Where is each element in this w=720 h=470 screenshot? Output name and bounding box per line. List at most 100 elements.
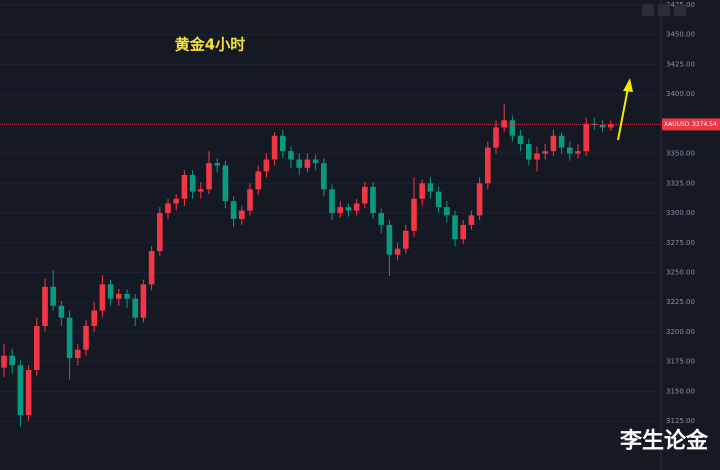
candle-body xyxy=(296,159,302,168)
tool-button[interactable] xyxy=(658,4,670,16)
candle-body xyxy=(181,174,188,199)
candle-body xyxy=(230,201,237,219)
y-tick-label: 3275.00 xyxy=(666,239,695,247)
candle-body xyxy=(189,174,196,192)
y-tick-label: 3350.00 xyxy=(666,150,695,158)
candle-body xyxy=(157,213,163,252)
candle-body xyxy=(460,224,466,240)
candle-body xyxy=(534,153,540,160)
candle-body xyxy=(370,186,376,214)
candle-body xyxy=(75,349,81,359)
y-tick-label: 3425.00 xyxy=(666,60,695,68)
candle-body xyxy=(444,207,450,216)
candle-body xyxy=(599,125,606,128)
candle-body xyxy=(329,189,335,214)
candle-body xyxy=(567,147,573,154)
candle-body xyxy=(378,213,384,225)
candle-body xyxy=(263,159,270,172)
candle-body xyxy=(321,163,327,190)
candle-body xyxy=(304,159,311,168)
candle-body xyxy=(91,310,97,326)
y-tick-label: 3300.00 xyxy=(666,209,695,217)
candle-body xyxy=(526,144,532,160)
candle-body xyxy=(558,135,565,148)
candle-body xyxy=(239,210,245,219)
candle-body xyxy=(509,120,516,136)
symbol-label: XAUUSD xyxy=(664,121,690,128)
price-label-bg xyxy=(662,118,720,131)
arrow xyxy=(617,87,629,141)
y-tick-label: 3250.00 xyxy=(666,268,695,276)
candle-body xyxy=(1,355,7,368)
y-tick-label: 3450.00 xyxy=(666,31,695,39)
candle-body xyxy=(214,163,220,166)
candle-body xyxy=(173,198,179,204)
candle-body xyxy=(517,135,524,145)
candle-body xyxy=(427,183,434,192)
candle-body xyxy=(58,305,65,318)
candle-body xyxy=(247,189,253,211)
y-tick-label: 3125.00 xyxy=(666,417,695,425)
candle-body xyxy=(493,127,499,148)
candle-body xyxy=(9,355,15,366)
candle-body xyxy=(280,135,286,152)
candle-body xyxy=(271,135,278,160)
candle-body xyxy=(337,207,343,214)
candle-body xyxy=(542,151,548,154)
tool-button[interactable] xyxy=(642,4,654,16)
watermark: 李生论金 xyxy=(619,428,709,454)
candle-body xyxy=(411,198,417,231)
candle-body xyxy=(362,186,368,204)
candle-body xyxy=(42,286,48,326)
y-tick-label: 3400.00 xyxy=(666,90,695,98)
y-tick-label: 3325.00 xyxy=(666,179,695,187)
candle-body xyxy=(386,224,393,255)
candle-body xyxy=(501,120,507,128)
candle-body xyxy=(83,325,89,350)
candle-body xyxy=(468,215,475,225)
candle-body xyxy=(99,284,106,311)
candle-body xyxy=(403,230,409,249)
candle-body xyxy=(394,248,401,255)
candle-body xyxy=(419,183,425,199)
candle-body xyxy=(17,365,24,416)
candle-body xyxy=(222,165,229,202)
candle-body xyxy=(198,189,204,192)
candle-body xyxy=(255,171,261,190)
candle-body xyxy=(435,191,442,208)
y-tick-label: 3175.00 xyxy=(666,358,695,366)
candle-body xyxy=(25,369,32,416)
arrow-head xyxy=(623,78,633,92)
y-tick-label: 3200.00 xyxy=(666,328,695,336)
candle-body xyxy=(583,123,589,152)
candle-body xyxy=(116,293,122,299)
price-label: 3374.54 xyxy=(692,121,717,128)
candle-body xyxy=(34,325,40,370)
candle-body xyxy=(476,183,483,216)
chart-title: 黄金4小时 xyxy=(175,36,245,54)
candle-body xyxy=(107,284,114,299)
candle-body xyxy=(140,284,147,318)
candle-body xyxy=(485,147,491,184)
y-axis: 3125.00 3150.00 3175.00 3200.00 3225.00 3250.… xyxy=(662,1,720,425)
candle-body xyxy=(345,207,352,211)
candle-body xyxy=(288,151,294,160)
tool-button[interactable] xyxy=(674,4,686,16)
candle-body xyxy=(50,286,56,306)
candle-body xyxy=(132,298,138,318)
candle-body xyxy=(206,163,212,190)
candle-body xyxy=(575,151,581,154)
candle-body xyxy=(66,317,73,359)
candle-body xyxy=(452,215,458,240)
candle-body xyxy=(148,251,155,285)
toolbar xyxy=(642,4,686,16)
y-tick-label: 3150.00 xyxy=(666,387,695,395)
y-tick-label: 3225.00 xyxy=(666,298,695,306)
candle-body xyxy=(353,203,360,211)
candles xyxy=(0,103,661,428)
candle-body xyxy=(608,124,614,128)
candle-body xyxy=(165,203,171,214)
candle-body xyxy=(550,135,557,152)
candle-body xyxy=(312,159,319,164)
